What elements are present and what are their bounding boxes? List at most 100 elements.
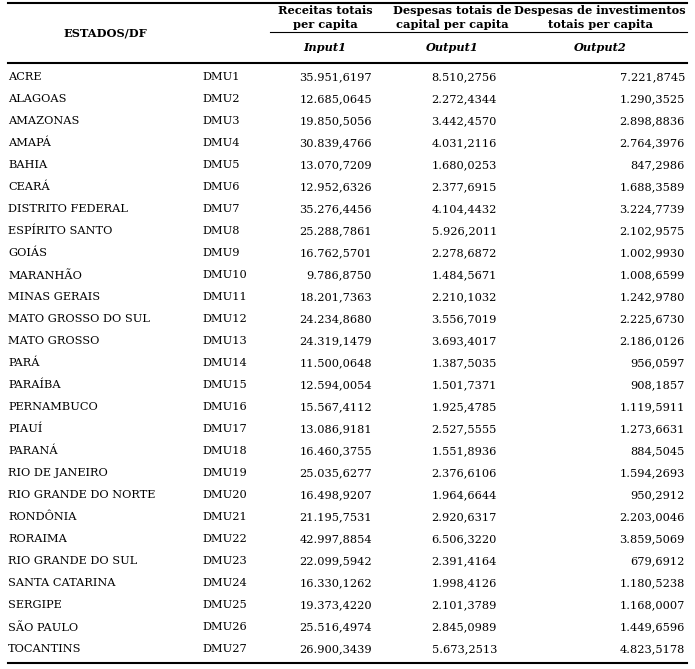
Text: Despesas totais de
capital per capita: Despesas totais de capital per capita xyxy=(393,5,512,30)
Text: 16.330,1262: 16.330,1262 xyxy=(300,578,372,588)
Text: DMU10: DMU10 xyxy=(202,270,247,280)
Text: PIAUÍ: PIAUÍ xyxy=(8,424,42,434)
Text: DMU21: DMU21 xyxy=(202,512,247,522)
Text: 1.002,9930: 1.002,9930 xyxy=(620,248,685,258)
Text: 12.952,6326: 12.952,6326 xyxy=(300,182,372,192)
Text: 1.964,6644: 1.964,6644 xyxy=(432,490,497,500)
Text: DMU15: DMU15 xyxy=(202,380,247,390)
Text: 1.594,2693: 1.594,2693 xyxy=(620,468,685,478)
Text: DMU3: DMU3 xyxy=(202,116,240,126)
Text: TOCANTINS: TOCANTINS xyxy=(8,644,81,654)
Text: 35.951,6197: 35.951,6197 xyxy=(300,72,372,82)
Text: 847,2986: 847,2986 xyxy=(630,160,685,170)
Text: 24.319,1479: 24.319,1479 xyxy=(300,336,372,346)
Text: 2.898,8836: 2.898,8836 xyxy=(620,116,685,126)
Text: 2.102,9575: 2.102,9575 xyxy=(620,226,685,236)
Text: 25.516,4974: 25.516,4974 xyxy=(300,622,372,632)
Text: 15.567,4112: 15.567,4112 xyxy=(300,402,372,412)
Text: AMAPÁ: AMAPÁ xyxy=(8,138,51,149)
Text: DMU16: DMU16 xyxy=(202,402,247,412)
Text: 5.673,2513: 5.673,2513 xyxy=(432,644,497,654)
Text: RONDÔNIA: RONDÔNIA xyxy=(8,512,76,522)
Text: ESPÍRITO SANTO: ESPÍRITO SANTO xyxy=(8,226,113,237)
Text: 884,5045: 884,5045 xyxy=(630,446,685,456)
Text: DMU8: DMU8 xyxy=(202,226,240,236)
Text: 1.290,3525: 1.290,3525 xyxy=(620,94,685,104)
Text: DMU25: DMU25 xyxy=(202,600,247,610)
Text: PARAÍBA: PARAÍBA xyxy=(8,380,60,391)
Text: DMU6: DMU6 xyxy=(202,182,240,192)
Text: DMU13: DMU13 xyxy=(202,336,247,346)
Text: 1.008,6599: 1.008,6599 xyxy=(620,270,685,280)
Text: DMU22: DMU22 xyxy=(202,534,247,544)
Text: 1.925,4785: 1.925,4785 xyxy=(432,402,497,412)
Text: 11.500,0648: 11.500,0648 xyxy=(300,358,372,368)
Text: 2.186,0126: 2.186,0126 xyxy=(620,336,685,346)
Text: 25.035,6277: 25.035,6277 xyxy=(300,468,372,478)
Text: DMU19: DMU19 xyxy=(202,468,247,478)
Text: 12.594,0054: 12.594,0054 xyxy=(300,380,372,390)
Text: PERNAMBUCO: PERNAMBUCO xyxy=(8,402,98,412)
Text: DMU9: DMU9 xyxy=(202,248,240,258)
Text: AMAZONAS: AMAZONAS xyxy=(8,116,79,126)
Text: 2.278,6872: 2.278,6872 xyxy=(432,248,497,258)
Text: 25.288,7861: 25.288,7861 xyxy=(300,226,372,236)
Text: DMU1: DMU1 xyxy=(202,72,240,82)
Text: 1.680,0253: 1.680,0253 xyxy=(432,160,497,170)
Text: 2.845,0989: 2.845,0989 xyxy=(432,622,497,632)
Text: 1.242,9780: 1.242,9780 xyxy=(620,292,685,302)
Text: 30.839,4766: 30.839,4766 xyxy=(300,138,372,148)
Text: DMU11: DMU11 xyxy=(202,292,247,302)
Text: 18.201,7363: 18.201,7363 xyxy=(300,292,372,302)
Text: 950,2912: 950,2912 xyxy=(630,490,685,500)
Text: 956,0597: 956,0597 xyxy=(630,358,685,368)
Text: Receitas totais
per capita: Receitas totais per capita xyxy=(278,5,373,30)
Text: 3.442,4570: 3.442,4570 xyxy=(432,116,497,126)
Text: 2.764,3976: 2.764,3976 xyxy=(620,138,685,148)
Text: 35.276,4456: 35.276,4456 xyxy=(300,204,372,214)
Text: 7.221,8745: 7.221,8745 xyxy=(620,72,685,82)
Text: DMU17: DMU17 xyxy=(202,424,247,434)
Text: PARÁ: PARÁ xyxy=(8,358,40,369)
Text: DMU5: DMU5 xyxy=(202,160,240,170)
Text: GOIÁS: GOIÁS xyxy=(8,248,47,258)
Text: Despesas de investimentos
totais per capita: Despesas de investimentos totais per cap… xyxy=(514,5,686,30)
Text: 13.070,7209: 13.070,7209 xyxy=(300,160,372,170)
Text: 1.484,5671: 1.484,5671 xyxy=(432,270,497,280)
Text: 2.225,6730: 2.225,6730 xyxy=(620,314,685,324)
Text: 21.195,7531: 21.195,7531 xyxy=(300,512,372,522)
Text: PARANÁ: PARANÁ xyxy=(8,446,58,456)
Text: DMU24: DMU24 xyxy=(202,578,247,588)
Text: ALAGOAS: ALAGOAS xyxy=(8,94,67,104)
Text: 1.449,6596: 1.449,6596 xyxy=(620,622,685,632)
Text: Input1: Input1 xyxy=(304,42,347,53)
Text: 16.498,9207: 16.498,9207 xyxy=(300,490,372,500)
Text: RIO GRANDE DO NORTE: RIO GRANDE DO NORTE xyxy=(8,490,156,500)
Text: DMU12: DMU12 xyxy=(202,314,247,324)
Text: Output2: Output2 xyxy=(573,42,626,53)
Text: 1.180,5238: 1.180,5238 xyxy=(620,578,685,588)
Text: MATO GROSSO: MATO GROSSO xyxy=(8,336,99,346)
Text: 8.510,2756: 8.510,2756 xyxy=(432,72,497,82)
Text: 1.387,5035: 1.387,5035 xyxy=(432,358,497,368)
Text: MARANHÃO: MARANHÃO xyxy=(8,270,82,281)
Text: 2.391,4164: 2.391,4164 xyxy=(432,556,497,566)
Text: RORAIMA: RORAIMA xyxy=(8,534,67,544)
Text: RIO DE JANEIRO: RIO DE JANEIRO xyxy=(8,468,108,478)
Text: 3.556,7019: 3.556,7019 xyxy=(432,314,497,324)
Text: DMU20: DMU20 xyxy=(202,490,247,500)
Text: DMU2: DMU2 xyxy=(202,94,240,104)
Text: 19.373,4220: 19.373,4220 xyxy=(300,600,372,610)
Text: 5.926,2011: 5.926,2011 xyxy=(432,226,497,236)
Text: 1.501,7371: 1.501,7371 xyxy=(432,380,497,390)
Text: DMU18: DMU18 xyxy=(202,446,247,456)
Text: 2.376,6106: 2.376,6106 xyxy=(432,468,497,478)
Text: 2.210,1032: 2.210,1032 xyxy=(432,292,497,302)
Text: DMU27: DMU27 xyxy=(202,644,247,654)
Text: SANTA CATARINA: SANTA CATARINA xyxy=(8,578,115,588)
Text: 4.823,5178: 4.823,5178 xyxy=(620,644,685,654)
Text: SERGIPE: SERGIPE xyxy=(8,600,62,610)
Text: MATO GROSSO DO SUL: MATO GROSSO DO SUL xyxy=(8,314,150,324)
Text: 1.998,4126: 1.998,4126 xyxy=(432,578,497,588)
Text: 1.688,3589: 1.688,3589 xyxy=(620,182,685,192)
